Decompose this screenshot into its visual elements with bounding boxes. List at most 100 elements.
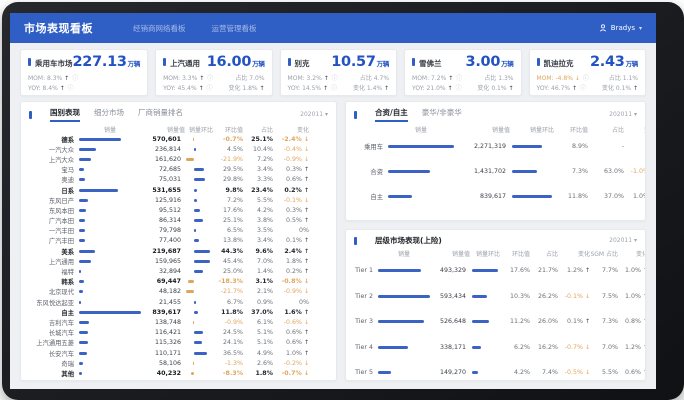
country-performance-panel: 国别表现 细分市场 厂商销量排名 202011 ▾ 销量 销量值 销量环比 环比值 占比 变化… (20, 101, 337, 381)
up-arrow-icon: ↑ (199, 75, 205, 82)
down-arrow-icon: ↓ (303, 359, 309, 367)
up-arrow-icon: ↑ (303, 268, 309, 276)
left-panel-tab[interactable]: 国别表现 (50, 107, 80, 122)
up-arrow-icon: ↑ (303, 257, 309, 265)
share-value: 5.1% (257, 339, 273, 347)
info-icon[interactable]: ⓘ (331, 75, 338, 82)
chevron-down-icon: ▾ (638, 24, 642, 32)
sales-bar (79, 249, 96, 253)
info-icon[interactable]: ⓘ (579, 85, 586, 92)
change-value: -0.4% ↓ (283, 145, 309, 153)
change-value: -0.6% ↓ (283, 318, 309, 326)
column-header: 环比值 (569, 127, 588, 134)
row-label: 一汽丰田 (48, 228, 74, 236)
sales-value: 161,620 (154, 155, 181, 163)
sales-value: 48,182 (158, 288, 181, 296)
sales-bar (79, 351, 88, 355)
kpi-value: 16.00万辆 (206, 54, 265, 70)
row-label: Tier 5 (355, 369, 373, 377)
info-icon[interactable]: ⓘ (331, 85, 338, 92)
table-row: 广汽本田 86,314 25.1% 3.8% 0.5% ↑ (29, 216, 328, 226)
mom-bar (194, 331, 203, 335)
info-icon[interactable]: ⓘ (72, 75, 79, 82)
info-icon[interactable]: ⓘ (456, 75, 463, 82)
kpi-title: 雪佛兰 (419, 59, 442, 68)
sales-bar (79, 219, 86, 223)
info-icon[interactable]: ⓘ (206, 85, 213, 92)
kpi-card: 凯迪拉克 2.43万辆 MOM: -4.8% ↓ ⓘ YOY: 46.7% ↑ ⓘ 占比… (528, 49, 646, 96)
kpi-mom: MOM: 3.3% ↑ ⓘ (163, 75, 214, 82)
change-value: -0.9% ↓ (283, 288, 309, 296)
mom-bar (194, 300, 197, 304)
row-label: 奥迪 (61, 177, 74, 185)
sales-value: 69,447 (156, 278, 181, 286)
sales-bar (388, 145, 454, 148)
app-title: 市场表现看板 (24, 22, 93, 35)
mom-value: 4.5% (227, 145, 243, 153)
sales-bar (79, 361, 84, 365)
share-value: 4.9% (257, 349, 273, 357)
sgm-change-value: 1.2% ↑ (618, 344, 645, 351)
mom-bar (194, 259, 210, 263)
share-value: 2.6% (257, 359, 273, 367)
sales-bar (79, 310, 141, 314)
mom-value: 7.2% (227, 196, 243, 204)
info-icon[interactable]: ⓘ (67, 85, 74, 92)
sales-value: 159,965 (154, 257, 181, 265)
info-icon[interactable]: ⓘ (582, 75, 589, 82)
up-arrow-icon: ↑ (584, 318, 590, 326)
sales-bar (79, 320, 90, 324)
jv-panel-tab[interactable]: 豪华/非豪华 (421, 108, 462, 117)
mom-bar-negative (192, 361, 194, 365)
info-icon[interactable]: ⓘ (207, 75, 214, 82)
left-panel-tab[interactable]: 厂商销量排名 (138, 108, 183, 117)
sales-value: 75,031 (158, 176, 181, 184)
row-label: Tier 1 (355, 267, 373, 275)
table-row: 长安汽车 110,171 36.5% 4.9% 1.0% ↑ (29, 348, 328, 358)
kpi-unit: 万辆 (127, 60, 141, 68)
kpi-card: 别克 10.57万辆 MOM: 3.2% ↑ ⓘ YOY: 14.5% ↑ ⓘ 占比 4… (279, 49, 398, 96)
date-selector[interactable]: 202011 ▾ (609, 111, 637, 118)
mom-value: 25.1% (222, 217, 243, 225)
left-panel-tab[interactable]: 细分市场 (94, 108, 124, 117)
topbar-tab[interactable]: 经销商网络看板 (133, 23, 186, 33)
row-label: 福特 (61, 269, 74, 277)
sales-bar (378, 294, 430, 298)
up-arrow-icon: ↑ (643, 344, 645, 351)
jv-panel-tab[interactable]: 合资/自主 (375, 107, 408, 122)
sales-bar (378, 371, 392, 375)
up-arrow-icon: ↑ (323, 85, 329, 92)
tier-panel-title: 层级市场表现(上险) (375, 236, 442, 245)
sales-value: 86,314 (158, 217, 181, 225)
sales-bar (79, 331, 88, 335)
change-value: - (624, 143, 645, 150)
change-value: 0.3% ↑ (285, 166, 309, 174)
info-icon[interactable]: ⓘ (455, 85, 462, 92)
mom-bar-cell (185, 320, 213, 324)
user-menu[interactable]: Bradys ▾ (599, 24, 642, 32)
table-row: 东风悦达起亚 21,455 6.7% 0.9% 0% (29, 297, 328, 307)
topbar-tab[interactable]: 运营管理看板 (211, 23, 257, 33)
mom-bar (194, 147, 196, 151)
sales-bar-cell (79, 320, 141, 324)
sales-value: 116,421 (154, 329, 181, 337)
date-selector[interactable]: 202011 ▾ (609, 237, 637, 244)
kpi-change: 变化 0.1% ↑ (477, 85, 514, 92)
mom-value: 24.5% (222, 329, 243, 337)
share-value: 4.2% (257, 206, 273, 214)
column-header: 占比 (545, 251, 558, 258)
row-label: 自主 (61, 309, 74, 317)
mom-bar (472, 371, 479, 375)
sales-value: 1,431,702 (473, 168, 506, 175)
sales-bar (79, 270, 82, 274)
date-selector[interactable]: 202011 ▾ (300, 111, 328, 118)
kpi-yoy: YOY: 46.7% ↑ ⓘ (536, 85, 586, 92)
share-value: 37.0% (603, 193, 624, 200)
share-value: 3.5% (257, 227, 273, 235)
share-value: 23.4% (251, 186, 273, 194)
down-arrow-icon: ↓ (303, 278, 309, 286)
mom-bar-negative (186, 290, 194, 294)
share-value: 7.4% (542, 369, 558, 377)
share-value: 3.4% (257, 237, 273, 245)
